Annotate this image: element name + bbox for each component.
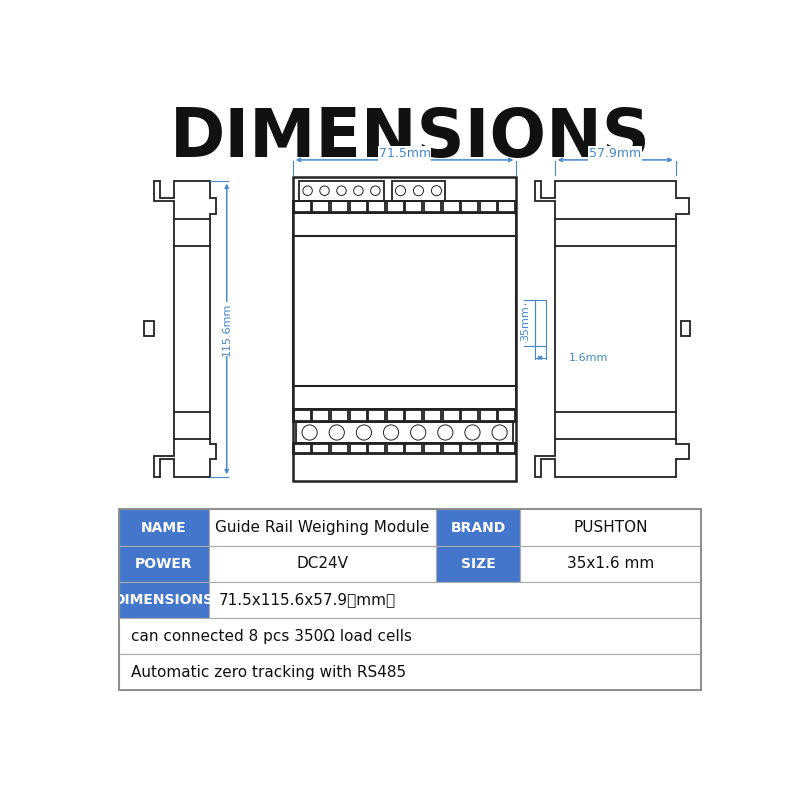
- Circle shape: [410, 425, 426, 440]
- Circle shape: [302, 425, 318, 440]
- Circle shape: [356, 425, 371, 440]
- Circle shape: [492, 425, 507, 440]
- Circle shape: [438, 425, 453, 440]
- Bar: [498, 202, 515, 212]
- Bar: [209, 546, 436, 582]
- Text: DIMENSIONS: DIMENSIONS: [170, 106, 650, 171]
- Circle shape: [354, 186, 363, 195]
- Text: can connected 8 pcs 350Ω load cells: can connected 8 pcs 350Ω load cells: [131, 629, 412, 644]
- Bar: [498, 410, 515, 421]
- Bar: [294, 410, 310, 421]
- Bar: [386, 410, 404, 421]
- Bar: [534, 300, 546, 346]
- Bar: [424, 202, 441, 212]
- Bar: [331, 410, 348, 421]
- Bar: [681, 321, 690, 336]
- Circle shape: [383, 425, 398, 440]
- Text: DC24V: DC24V: [297, 556, 349, 571]
- Circle shape: [303, 186, 312, 195]
- Bar: [368, 410, 386, 421]
- Circle shape: [395, 186, 406, 196]
- Bar: [119, 654, 701, 690]
- Bar: [424, 444, 441, 454]
- Bar: [442, 444, 460, 454]
- Text: SIZE: SIZE: [461, 557, 495, 570]
- Bar: [391, 181, 446, 201]
- Bar: [462, 202, 478, 212]
- Text: 35mm: 35mm: [521, 306, 530, 341]
- Bar: [406, 410, 422, 421]
- Bar: [331, 202, 348, 212]
- Bar: [368, 444, 386, 454]
- Text: DIMENSIONS: DIMENSIONS: [114, 593, 214, 607]
- Bar: [293, 236, 516, 386]
- Bar: [480, 202, 497, 212]
- Bar: [119, 618, 701, 654]
- Bar: [119, 510, 701, 690]
- Text: Guide Rail Weighing Module: Guide Rail Weighing Module: [215, 520, 430, 535]
- Bar: [294, 202, 310, 212]
- Text: 71.5mm: 71.5mm: [378, 147, 430, 160]
- Bar: [436, 546, 520, 582]
- Text: BRAND: BRAND: [450, 521, 506, 534]
- Text: NAME: NAME: [141, 521, 186, 534]
- Bar: [480, 410, 497, 421]
- Text: POWER: POWER: [135, 557, 193, 570]
- Bar: [442, 202, 460, 212]
- Text: PUSHTON: PUSHTON: [574, 520, 648, 535]
- Circle shape: [329, 425, 344, 440]
- Bar: [312, 444, 330, 454]
- Circle shape: [431, 186, 442, 196]
- Circle shape: [320, 186, 330, 195]
- Text: 71.5x115.6x57.9（mm）: 71.5x115.6x57.9（mm）: [218, 593, 395, 607]
- Bar: [312, 410, 330, 421]
- Bar: [296, 422, 513, 443]
- Bar: [209, 510, 436, 546]
- Bar: [406, 444, 422, 454]
- Text: 1.6mm: 1.6mm: [569, 353, 608, 363]
- Text: 57.9mm: 57.9mm: [589, 147, 642, 160]
- Text: 35x1.6 mm: 35x1.6 mm: [567, 556, 654, 571]
- Bar: [442, 410, 460, 421]
- Bar: [350, 202, 366, 212]
- Text: Automatic zero tracking with RS485: Automatic zero tracking with RS485: [131, 665, 406, 680]
- Bar: [293, 201, 516, 213]
- Bar: [350, 410, 366, 421]
- Bar: [293, 177, 516, 481]
- Bar: [294, 444, 310, 454]
- Bar: [386, 202, 404, 212]
- Bar: [293, 443, 516, 454]
- Bar: [498, 444, 515, 454]
- Text: 115.6mm: 115.6mm: [222, 302, 232, 356]
- Bar: [350, 444, 366, 454]
- Bar: [520, 510, 701, 546]
- Circle shape: [414, 186, 423, 196]
- Circle shape: [337, 186, 346, 195]
- Bar: [480, 444, 497, 454]
- Circle shape: [465, 425, 480, 440]
- Bar: [119, 582, 209, 618]
- Bar: [293, 386, 516, 410]
- Bar: [436, 510, 520, 546]
- Bar: [331, 444, 348, 454]
- Bar: [209, 582, 701, 618]
- Bar: [462, 410, 478, 421]
- Bar: [462, 444, 478, 454]
- Bar: [144, 321, 154, 336]
- Bar: [386, 444, 404, 454]
- Bar: [293, 213, 516, 236]
- Bar: [119, 510, 209, 546]
- Bar: [520, 546, 701, 582]
- Circle shape: [370, 186, 380, 195]
- Bar: [312, 202, 330, 212]
- Bar: [119, 546, 209, 582]
- Bar: [368, 202, 386, 212]
- Bar: [293, 410, 516, 422]
- Bar: [299, 181, 384, 201]
- Bar: [406, 202, 422, 212]
- Bar: [424, 410, 441, 421]
